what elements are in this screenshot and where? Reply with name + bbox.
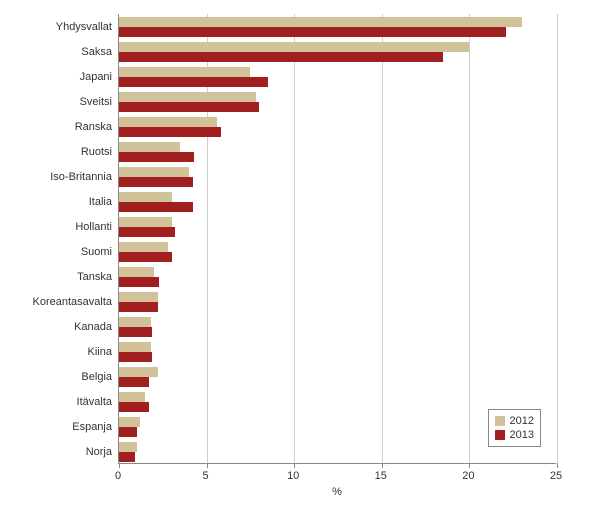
x-tick-label: 25 <box>550 470 562 482</box>
bar-2012 <box>119 267 154 277</box>
bar-2013 <box>119 77 268 87</box>
bar-2012 <box>119 392 145 402</box>
x-tick-label: 0 <box>115 470 121 482</box>
bar-2013 <box>119 427 137 437</box>
bar-2013 <box>119 52 443 62</box>
category-label: Kanada <box>74 321 112 333</box>
x-tick <box>382 463 383 468</box>
category-label: Belgia <box>81 371 112 383</box>
legend-label: 2012 <box>510 414 534 428</box>
category-label: Espanja <box>72 421 112 433</box>
bar-2013 <box>119 152 194 162</box>
bar-2012 <box>119 167 189 177</box>
bar-2012 <box>119 442 137 452</box>
x-tick <box>294 463 295 468</box>
legend: 20122013 <box>488 409 541 447</box>
bar-2013 <box>119 452 135 462</box>
bar-2012 <box>119 317 151 327</box>
category-label: Ranska <box>75 121 112 133</box>
category-label: Ruotsi <box>81 146 112 158</box>
bar-2012 <box>119 242 168 252</box>
bar-2012 <box>119 192 172 202</box>
bar-2013 <box>119 352 152 362</box>
bar-2013 <box>119 127 221 137</box>
category-label: Hollanti <box>75 221 112 233</box>
bar-2013 <box>119 202 193 212</box>
plot-area <box>118 14 556 464</box>
x-tick-label: 10 <box>287 470 299 482</box>
bar-2012 <box>119 217 172 227</box>
bar-2012 <box>119 142 180 152</box>
x-axis-title: % <box>332 486 342 498</box>
legend-swatch-icon <box>495 430 505 440</box>
category-label: Kiina <box>88 346 112 358</box>
bar-2013 <box>119 377 149 387</box>
x-gridline <box>557 14 558 463</box>
category-label: Koreantasavalta <box>33 296 113 308</box>
x-gridline <box>294 14 295 463</box>
x-tick-label: 5 <box>203 470 209 482</box>
x-tick <box>119 463 120 468</box>
bar-2012 <box>119 367 158 377</box>
bar-2013 <box>119 227 175 237</box>
bar-2012 <box>119 17 522 27</box>
legend-item: 2013 <box>495 428 534 442</box>
bar-2013 <box>119 327 152 337</box>
x-gridline <box>382 14 383 463</box>
bar-2012 <box>119 342 151 352</box>
bar-2013 <box>119 302 158 312</box>
legend-item: 2012 <box>495 414 534 428</box>
bar-2012 <box>119 117 217 127</box>
category-label: Yhdysvallat <box>56 21 112 33</box>
category-label: Itävalta <box>77 396 112 408</box>
bar-2012 <box>119 92 256 102</box>
category-label: Tanska <box>77 271 112 283</box>
category-label: Saksa <box>81 46 112 58</box>
x-tick <box>207 463 208 468</box>
bar-2012 <box>119 417 140 427</box>
bar-2012 <box>119 42 469 52</box>
bar-2013 <box>119 177 193 187</box>
category-label: Norja <box>86 446 112 458</box>
legend-swatch-icon <box>495 416 505 426</box>
bar-2012 <box>119 292 158 302</box>
legend-label: 2013 <box>510 428 534 442</box>
x-tick <box>469 463 470 468</box>
bar-2013 <box>119 402 149 412</box>
category-label: Iso-Britannia <box>50 171 112 183</box>
x-gridline <box>469 14 470 463</box>
category-label: Japani <box>80 71 112 83</box>
x-tick-label: 15 <box>375 470 387 482</box>
category-label: Sveitsi <box>80 96 112 108</box>
x-tick <box>557 463 558 468</box>
category-label: Suomi <box>81 246 112 258</box>
x-tick-label: 20 <box>462 470 474 482</box>
category-label: Italia <box>89 196 112 208</box>
bar-2013 <box>119 27 506 37</box>
bar-2013 <box>119 102 259 112</box>
bar-2012 <box>119 67 250 77</box>
bar-2013 <box>119 252 172 262</box>
bar-2013 <box>119 277 159 287</box>
